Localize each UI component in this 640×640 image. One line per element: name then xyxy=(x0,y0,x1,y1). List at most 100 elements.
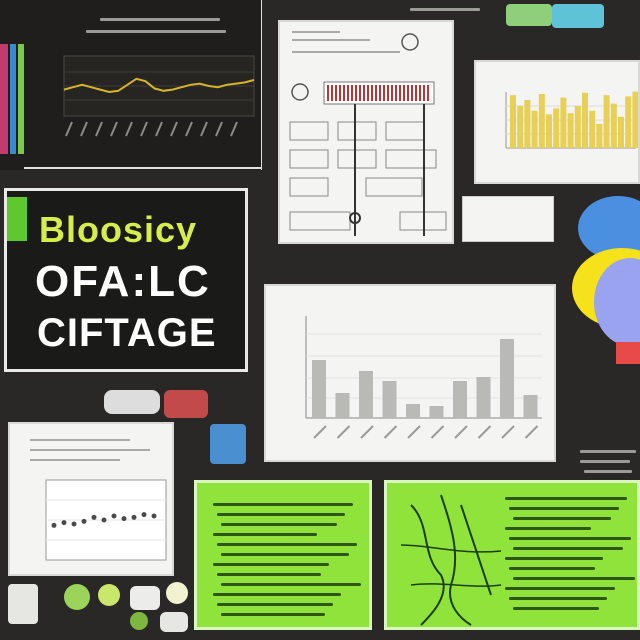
bar xyxy=(574,106,581,148)
bar xyxy=(553,108,560,148)
bar xyxy=(510,95,516,148)
scatter-point xyxy=(91,514,97,520)
scatter-point xyxy=(71,521,77,527)
big-bar-chart-panel xyxy=(264,284,556,462)
x-tick-label xyxy=(430,425,445,439)
x-tick-label xyxy=(65,121,73,137)
x-tick-label xyxy=(477,425,492,439)
handwritten-line xyxy=(213,593,341,596)
scatter-point xyxy=(121,516,127,522)
green-diagram-panel xyxy=(384,480,640,630)
x-tick-label xyxy=(185,121,193,137)
caption-line xyxy=(580,460,630,463)
pie-chart-icon xyxy=(572,196,640,364)
handwritten-line xyxy=(213,503,353,506)
sticker-icon xyxy=(166,582,188,604)
handwritten-line xyxy=(505,557,603,560)
scatter-point xyxy=(111,513,117,519)
x-tick-label xyxy=(336,425,351,439)
bar xyxy=(500,339,514,418)
caption-line xyxy=(410,8,480,11)
bar xyxy=(406,404,420,418)
x-tick-label xyxy=(140,121,148,137)
scatter-point xyxy=(141,512,147,518)
x-tick-label xyxy=(80,121,88,137)
x-tick-label xyxy=(501,425,515,439)
x-tick-label xyxy=(125,121,133,137)
scatter-chart xyxy=(30,439,167,561)
handwritten-line xyxy=(213,563,329,566)
x-tick-label xyxy=(110,121,118,137)
handwritten-line xyxy=(217,513,345,516)
legend-strip-green xyxy=(18,44,24,154)
handwritten-line xyxy=(213,533,317,536)
bar xyxy=(625,96,632,148)
bar xyxy=(610,103,617,148)
small-bar-chart-panel xyxy=(474,60,640,184)
legend-strip-magenta xyxy=(0,44,8,154)
green-notes-panel xyxy=(194,480,372,630)
x-tick-label xyxy=(524,425,539,439)
bar xyxy=(589,110,596,148)
big-bar-chart xyxy=(305,316,542,439)
title-line-3: CIFTAGE xyxy=(37,311,217,355)
bar xyxy=(582,92,588,148)
bar xyxy=(546,114,552,148)
bar xyxy=(476,377,491,418)
title-card: Bloosicy OFA:LC CIFTAGE xyxy=(4,188,248,372)
sticker-icon xyxy=(160,612,188,632)
flowchart-panel xyxy=(278,20,454,244)
sticker-icon xyxy=(64,584,90,610)
caption-line xyxy=(580,450,636,453)
bar xyxy=(560,97,567,148)
caption-line xyxy=(100,18,220,21)
bar xyxy=(359,371,373,418)
handwritten-line xyxy=(221,553,349,556)
bar xyxy=(382,381,397,418)
handwritten-line xyxy=(513,607,599,610)
x-tick-label xyxy=(313,425,327,439)
scatter-point xyxy=(131,514,137,520)
flowchart-icon xyxy=(289,31,447,236)
bar xyxy=(596,124,603,148)
x-tick-label xyxy=(95,121,103,137)
handwritten-line xyxy=(217,603,333,606)
handwritten-line xyxy=(505,587,615,590)
handwritten-line xyxy=(217,543,357,546)
caption-line xyxy=(584,470,632,473)
scatter-point xyxy=(51,522,57,528)
x-tick-label xyxy=(383,425,398,439)
title-line-2: OFA:LC xyxy=(35,257,211,306)
handwritten-line xyxy=(221,583,361,586)
x-tick-label xyxy=(454,425,468,439)
x-tick-label xyxy=(200,121,208,137)
sticker-icon xyxy=(506,4,552,26)
bar xyxy=(538,94,545,148)
handwritten-line xyxy=(513,547,623,550)
title-tag xyxy=(7,197,27,241)
legend-strip-blue xyxy=(10,44,16,154)
bar xyxy=(517,106,524,148)
sticker-icon xyxy=(98,584,120,606)
bar xyxy=(312,360,326,418)
bar xyxy=(632,91,638,148)
title-line-1: Bloosicy xyxy=(39,209,198,250)
hand-drawing-icon xyxy=(400,494,502,626)
bar xyxy=(335,393,350,418)
handwritten-line xyxy=(513,577,635,580)
x-tick-label xyxy=(155,121,163,137)
line-chart xyxy=(0,0,262,170)
sticker-icon xyxy=(130,586,160,610)
flowchart-extension xyxy=(462,196,554,242)
handwritten-line xyxy=(509,507,619,510)
line-series xyxy=(63,77,255,94)
bar xyxy=(523,395,538,418)
bar xyxy=(567,113,574,148)
sticker-icon xyxy=(552,4,604,28)
sticker-icon xyxy=(210,424,246,464)
handwritten-line xyxy=(217,573,321,576)
scatter-chart-panel xyxy=(8,422,174,576)
x-tick-label xyxy=(360,425,374,439)
sticker-icon xyxy=(8,584,38,624)
scatter-point xyxy=(81,518,87,524)
